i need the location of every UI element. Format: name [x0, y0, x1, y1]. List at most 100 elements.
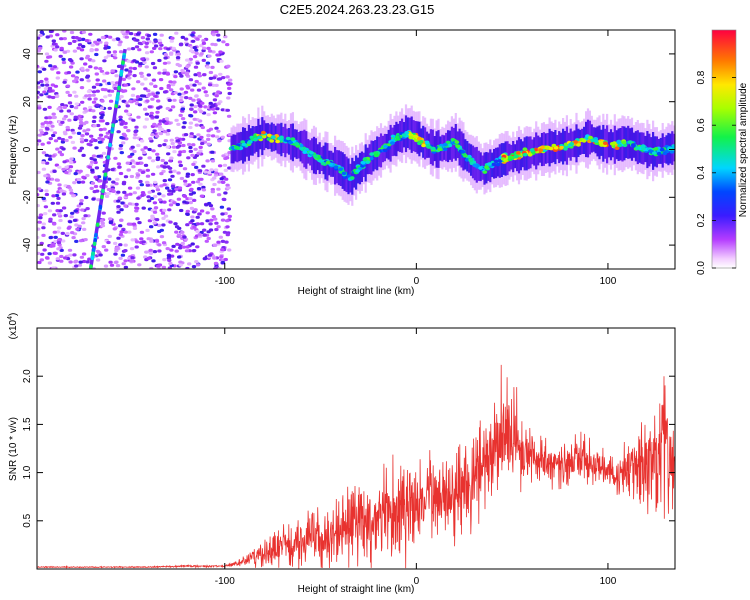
- noise-cell: [153, 44, 159, 48]
- ridge-core-cell: [671, 145, 675, 149]
- noise-cell: [110, 69, 115, 73]
- noise-cell: [216, 240, 221, 244]
- noise-cell: [71, 35, 76, 40]
- colorbar-label: Normalized spectral amplitude: [738, 82, 749, 217]
- noise-cell: [44, 120, 49, 124]
- noise-cell: [217, 180, 222, 184]
- ridge-core-cell: [653, 147, 659, 151]
- noise-cell: [69, 191, 74, 195]
- noise-cell: [65, 84, 71, 88]
- noise-cell: [148, 248, 153, 252]
- noise-cell: [75, 227, 80, 231]
- noise-cell: [114, 74, 119, 78]
- noise-cell: [38, 33, 43, 38]
- noise-cell: [46, 124, 51, 128]
- noise-cell: [150, 97, 155, 101]
- noise-cell: [159, 33, 164, 37]
- ridge-core-cell: [631, 144, 636, 148]
- noise-cell: [126, 59, 131, 63]
- noise-cell: [220, 212, 225, 216]
- noise-cell: [157, 71, 162, 75]
- noise-cell: [42, 90, 47, 94]
- noise-cell: [147, 147, 152, 152]
- noise-cell: [188, 96, 193, 100]
- noise-cell: [141, 206, 146, 210]
- noise-cell: [47, 86, 53, 90]
- noise-cell: [152, 201, 158, 205]
- noise-cell: [214, 83, 219, 87]
- noise-cell: [175, 145, 180, 149]
- noise-cell: [76, 180, 82, 184]
- noise-cell: [198, 145, 203, 149]
- noise-cell: [222, 230, 228, 234]
- noise-cell: [96, 123, 101, 128]
- noise-cell: [210, 134, 216, 138]
- noise-cell: [54, 193, 60, 198]
- noise-cell: [180, 35, 185, 40]
- noise-cell: [193, 65, 199, 69]
- noise-cell: [188, 57, 193, 61]
- ridge-core-cell: [627, 140, 633, 144]
- noise-cell: [169, 156, 174, 160]
- noise-cell: [216, 33, 221, 37]
- noise-cell: [107, 234, 113, 238]
- noise-cell: [217, 139, 222, 143]
- noise-cell: [197, 74, 202, 78]
- noise-cell: [138, 97, 143, 101]
- noise-cell: [188, 78, 194, 82]
- noise-cell: [220, 248, 225, 252]
- noise-cell: [156, 264, 161, 268]
- noise-cell: [183, 90, 189, 94]
- noise-cell: [185, 58, 190, 62]
- noise-cell: [190, 173, 195, 177]
- noise-cell: [137, 48, 142, 52]
- noise-cell: [224, 177, 229, 181]
- noise-cell: [223, 35, 228, 39]
- noise-cell: [62, 30, 67, 33]
- noise-cell: [155, 91, 160, 95]
- noise-cell: [51, 266, 56, 269]
- colorbar-tick-label: 0.2: [696, 213, 707, 227]
- noise-cell: [143, 77, 148, 81]
- noise-cell: [162, 143, 167, 147]
- noise-cell: [80, 208, 85, 212]
- noise-cell: [134, 209, 139, 213]
- ridge-core-cell: [522, 147, 528, 151]
- noise-cell: [150, 214, 155, 218]
- noise-cell: [221, 197, 226, 201]
- noise-cell: [118, 40, 123, 44]
- noise-cell: [181, 125, 186, 129]
- noise-cell: [62, 160, 67, 164]
- noise-cell: [126, 47, 132, 51]
- noise-cell: [212, 111, 218, 115]
- noise-cell: [70, 140, 76, 144]
- noise-cell: [199, 194, 205, 198]
- noise-cell: [170, 174, 175, 178]
- noise-cell: [127, 186, 133, 190]
- noise-cell: [78, 120, 84, 125]
- noise-cell: [132, 191, 137, 195]
- noise-cell: [142, 60, 147, 65]
- noise-cell: [195, 245, 200, 249]
- noise-cell: [185, 209, 190, 213]
- noise-cell: [90, 168, 95, 172]
- streak-cell: [91, 247, 96, 252]
- noise-cell: [38, 46, 43, 50]
- noise-cell: [103, 264, 109, 268]
- noise-cell: [196, 133, 201, 137]
- noise-cell: [187, 262, 192, 266]
- noise-cell: [46, 141, 51, 145]
- noise-cell: [148, 137, 153, 141]
- noise-cell: [212, 120, 217, 124]
- x-tick-label: -100: [215, 276, 235, 287]
- noise-cell: [178, 263, 183, 267]
- noise-cell: [107, 177, 112, 181]
- noise-cell: [108, 99, 114, 103]
- noise-cell: [191, 143, 196, 147]
- noise-cell: [136, 196, 141, 200]
- noise-cell: [144, 65, 149, 69]
- ridge-body-cell: [607, 132, 611, 158]
- noise-cell: [48, 120, 53, 124]
- noise-cell: [65, 49, 71, 53]
- ridge-core-cell: [413, 134, 418, 139]
